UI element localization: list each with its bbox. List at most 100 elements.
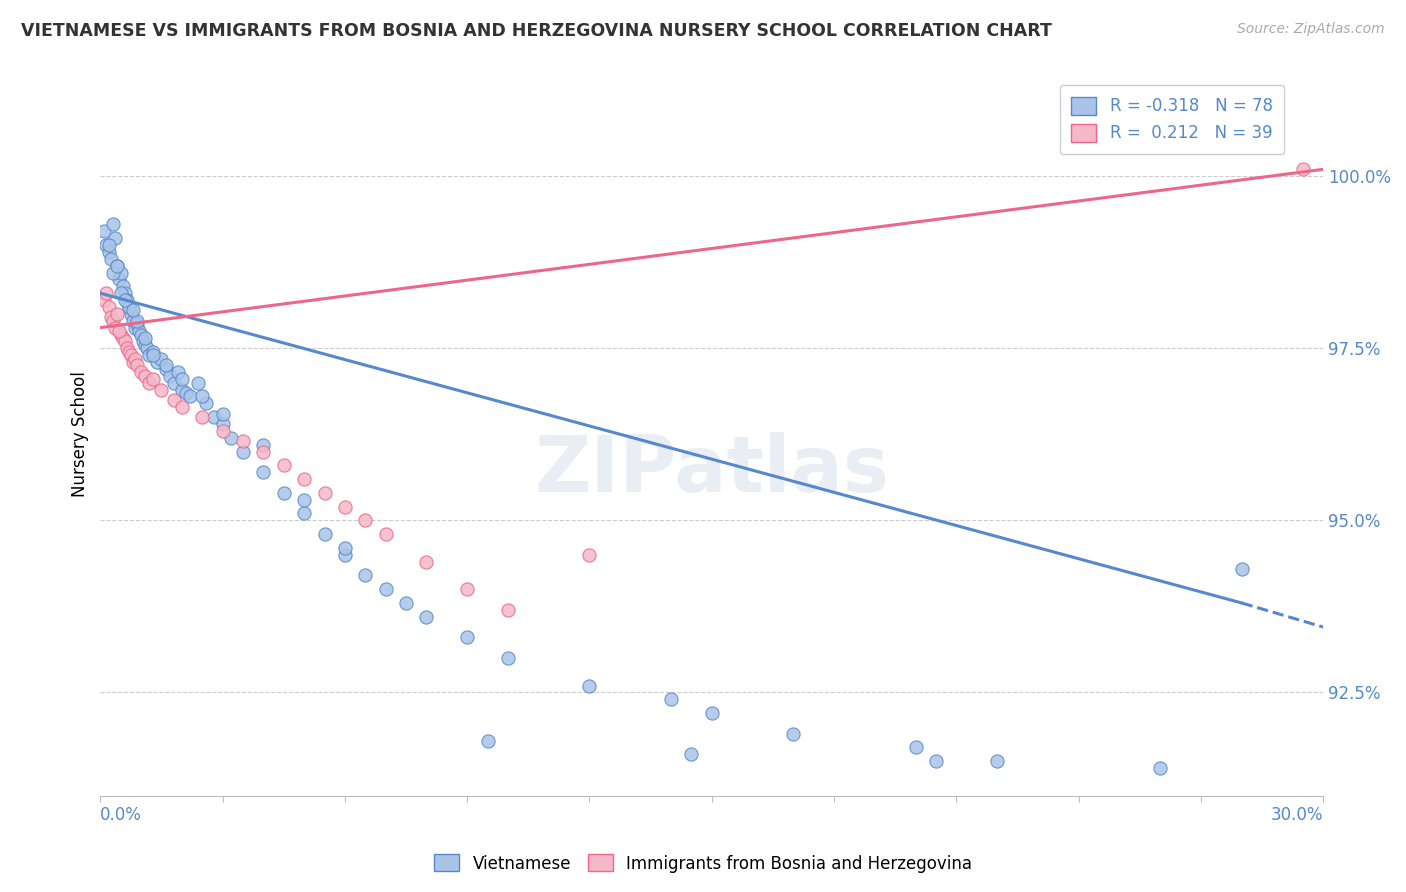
Point [136,341,159,355]
Text: 0.0%: 0.0% [100,806,142,824]
Point [578,679,600,693]
Point [166,365,188,379]
Y-axis label: Nursery School: Nursery School [72,371,89,497]
Point [104,231,127,245]
Point [170,372,193,386]
Point [456,631,478,645]
Point [134,338,156,352]
Point [1292,162,1315,177]
Point [118,300,141,314]
Point [111,279,134,293]
Point [904,740,927,755]
Point [134,368,156,383]
Point [179,389,201,403]
Point [782,727,804,741]
Legend: Vietnamese, Immigrants from Bosnia and Herzegovina: Vietnamese, Immigrants from Bosnia and H… [427,847,979,880]
Point [211,407,233,421]
Point [101,314,124,328]
Point [129,327,152,342]
Point [110,327,132,342]
Point [273,458,295,473]
Point [150,351,173,366]
Point [124,320,146,334]
Point [97,244,120,259]
Point [138,376,160,390]
Point [354,568,377,582]
Point [1149,761,1171,775]
Point [142,372,165,386]
Point [170,400,193,414]
Point [110,266,132,280]
Point [314,485,336,500]
Point [395,596,418,610]
Point [93,224,115,238]
Point [134,331,156,345]
Point [1230,561,1253,575]
Point [146,355,169,369]
Point [104,320,127,334]
Point [986,754,1008,768]
Point [292,492,315,507]
Point [128,324,150,338]
Text: VIETNAMESE VS IMMIGRANTS FROM BOSNIA AND HERZEGOVINA NURSERY SCHOOL CORRELATION : VIETNAMESE VS IMMIGRANTS FROM BOSNIA AND… [21,22,1052,40]
Point [681,747,703,762]
Point [496,603,519,617]
Text: Source: ZipAtlas.com: Source: ZipAtlas.com [1237,22,1385,37]
Point [191,410,214,425]
Point [114,334,136,349]
Point [374,582,396,597]
Point [659,692,682,706]
Legend: R = -0.318   N = 78, R =  0.212   N = 39: R = -0.318 N = 78, R = 0.212 N = 39 [1060,85,1284,154]
Point [925,754,948,768]
Point [129,365,152,379]
Point [456,582,478,597]
Point [115,293,138,307]
Point [105,259,128,273]
Point [138,348,160,362]
Point [122,303,145,318]
Point [700,706,723,720]
Point [333,541,356,555]
Point [142,344,165,359]
Point [120,307,142,321]
Point [354,513,377,527]
Point [142,348,165,362]
Point [211,417,233,431]
Point [125,314,148,328]
Point [155,359,177,373]
Point [191,389,214,403]
Point [125,317,148,331]
Point [187,376,209,390]
Point [111,331,134,345]
Point [477,733,499,747]
Point [125,359,148,373]
Point [114,293,136,307]
Point [97,300,120,314]
Point [496,651,519,665]
Text: ZIPatlas: ZIPatlas [534,433,889,508]
Point [101,218,124,232]
Point [314,527,336,541]
Point [159,368,181,383]
Point [333,548,356,562]
Point [97,238,120,252]
Point [122,355,145,369]
Point [105,307,128,321]
Point [118,300,141,314]
Point [93,293,115,307]
Point [578,548,600,562]
Point [252,444,274,458]
Point [333,500,356,514]
Point [273,485,295,500]
Point [114,286,136,301]
Point [163,392,186,407]
Point [105,259,128,273]
Point [292,507,315,521]
Point [174,386,197,401]
Point [204,410,226,425]
Point [292,472,315,486]
Point [115,341,138,355]
Point [107,324,129,338]
Point [155,362,177,376]
Point [132,334,155,349]
